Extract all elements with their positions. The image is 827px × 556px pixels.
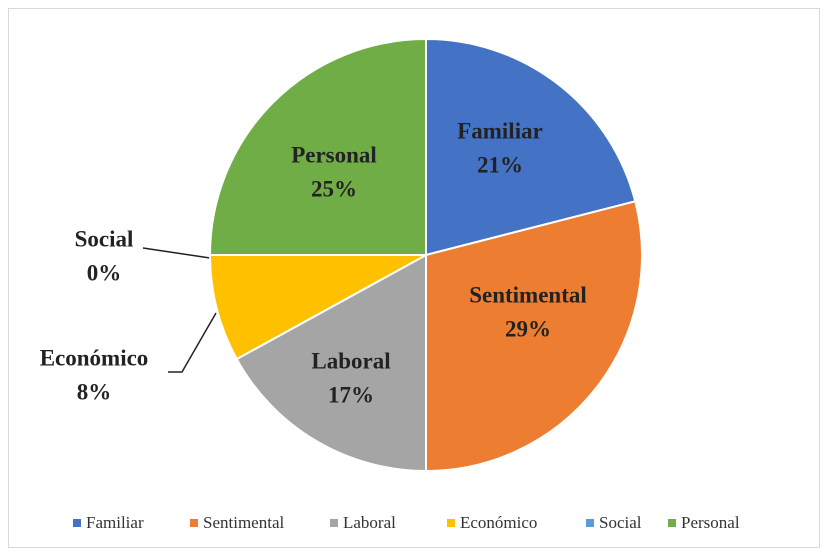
legend-label: Social <box>599 513 642 532</box>
slice-label: Social <box>75 226 134 251</box>
slice-label: Económico <box>40 345 149 370</box>
slice-label: Laboral <box>311 348 390 373</box>
leader-line <box>142 247 211 259</box>
pie-slice <box>208 37 427 256</box>
slice-value-label: 17% <box>328 382 374 407</box>
slice-label: Sentimental <box>469 282 587 307</box>
slice-label: Personal <box>291 142 377 167</box>
slice-value-label: 8% <box>77 379 112 404</box>
legend-label: Familiar <box>86 513 144 532</box>
pie-slice <box>235 253 427 473</box>
legend-swatch <box>190 519 198 527</box>
pie-slice <box>425 200 643 473</box>
legend-swatch <box>73 519 81 527</box>
legend-swatch <box>586 519 594 527</box>
legend-swatch <box>330 519 338 527</box>
slice-value-label: 21% <box>477 152 523 177</box>
legend-label: Personal <box>681 513 740 532</box>
slice-value-label: 25% <box>311 176 357 201</box>
pie-slice <box>425 37 637 257</box>
legend-swatch <box>668 519 676 527</box>
leader-line <box>168 312 217 373</box>
pie-slice <box>208 254 427 361</box>
legend-swatch <box>447 519 455 527</box>
slice-value-label: 0% <box>87 260 122 285</box>
legend-label: Económico <box>460 513 537 532</box>
legend-label: Laboral <box>343 513 396 532</box>
legend-label: Sentimental <box>203 513 284 532</box>
slice-label: Familiar <box>457 118 543 143</box>
slice-value-label: 29% <box>505 316 551 341</box>
